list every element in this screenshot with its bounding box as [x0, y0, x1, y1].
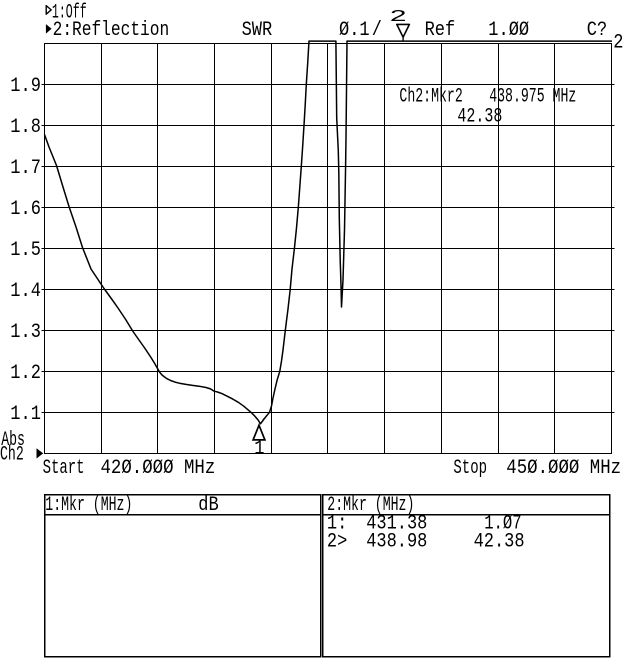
svg-text:Ref: Ref: [425, 19, 456, 42]
svg-text:1.Ø7: 1.Ø7: [484, 513, 521, 535]
svg-text:Abs: Abs: [1, 430, 25, 452]
svg-text:2:Reflection: 2:Reflection: [53, 20, 170, 42]
svg-text:1:Mkr (MHz): 1:Mkr (MHz): [45, 495, 132, 517]
svg-text:1.ØØ: 1.ØØ: [488, 19, 529, 42]
svg-text:1:Off: 1:Off: [52, 0, 87, 23]
svg-text:42.38: 42.38: [474, 530, 525, 553]
svg-text:Stop: Stop: [453, 458, 487, 480]
svg-text:1.3: 1.3: [10, 321, 41, 344]
svg-text:1.7: 1.7: [10, 157, 41, 180]
svg-text:1.6: 1.6: [10, 198, 41, 221]
svg-text:Ø.1: Ø.1: [339, 19, 370, 42]
svg-text:1.9: 1.9: [10, 75, 41, 98]
svg-text:1.8: 1.8: [10, 116, 41, 139]
svg-text:42Ø.ØØØ MHz: 42Ø.ØØØ MHz: [101, 456, 216, 479]
svg-text:1.4: 1.4: [10, 280, 41, 303]
svg-text:1.5: 1.5: [10, 239, 41, 262]
svg-text:2:Mkr (MHz): 2:Mkr (MHz): [327, 495, 414, 517]
svg-text:C?: C?: [587, 19, 607, 42]
svg-text:2>: 2>: [327, 530, 347, 553]
svg-text:1.2: 1.2: [10, 362, 41, 385]
svg-text:2: 2: [613, 31, 623, 54]
svg-text:Start: Start: [43, 458, 85, 480]
svg-text:438.975 MHz: 438.975 MHz: [489, 86, 576, 108]
svg-text:42.38: 42.38: [457, 106, 502, 129]
svg-text:438.98: 438.98: [366, 530, 427, 553]
svg-text:1: 1: [254, 437, 264, 460]
svg-text:SWR: SWR: [242, 19, 273, 42]
svg-text:Ch2: Ch2: [0, 444, 24, 466]
svg-text:431.38: 431.38: [366, 513, 427, 536]
svg-text:dB: dB: [198, 494, 218, 517]
svg-text:1.1: 1.1: [10, 403, 41, 426]
svg-text:/: /: [372, 19, 382, 42]
svg-text:45Ø.ØØØ MHz: 45Ø.ØØØ MHz: [506, 456, 621, 479]
svg-text:1:: 1:: [327, 513, 347, 536]
svg-text:Ch2:Mkr2: Ch2:Mkr2: [399, 86, 462, 108]
svg-text:2: 2: [389, 7, 407, 26]
